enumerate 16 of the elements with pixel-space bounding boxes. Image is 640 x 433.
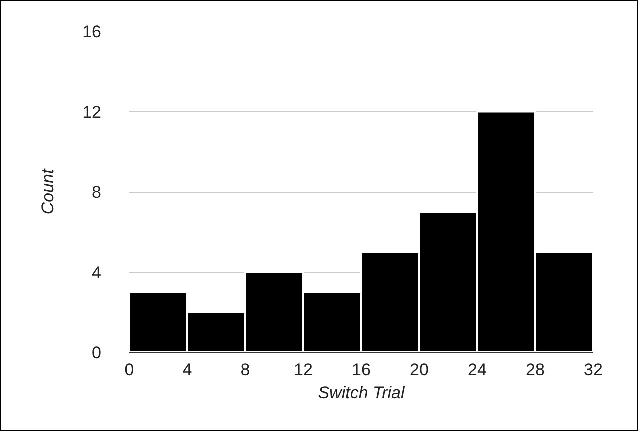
x-tick-label: 12 bbox=[294, 360, 313, 380]
x-tick-label: 32 bbox=[584, 360, 603, 380]
x-tick-label: 24 bbox=[468, 360, 487, 380]
x-tick-label: 4 bbox=[182, 360, 192, 380]
y-tick-label: 16 bbox=[82, 22, 102, 42]
y-tick-label: 12 bbox=[82, 102, 102, 122]
x-tick-label: 0 bbox=[124, 360, 134, 380]
x-tick-label: 28 bbox=[526, 360, 545, 380]
x-tick-label: 20 bbox=[410, 360, 429, 380]
x-tick-label: 16 bbox=[352, 360, 371, 380]
y-tick-label: 8 bbox=[92, 183, 102, 202]
y-tick-label: 0 bbox=[92, 344, 102, 362]
y-axis-title: Count bbox=[38, 168, 58, 215]
x-axis-title: Switch Trial bbox=[318, 384, 406, 402]
y-tick-label: 4 bbox=[92, 263, 102, 282]
x-tick-label: 8 bbox=[240, 360, 250, 380]
